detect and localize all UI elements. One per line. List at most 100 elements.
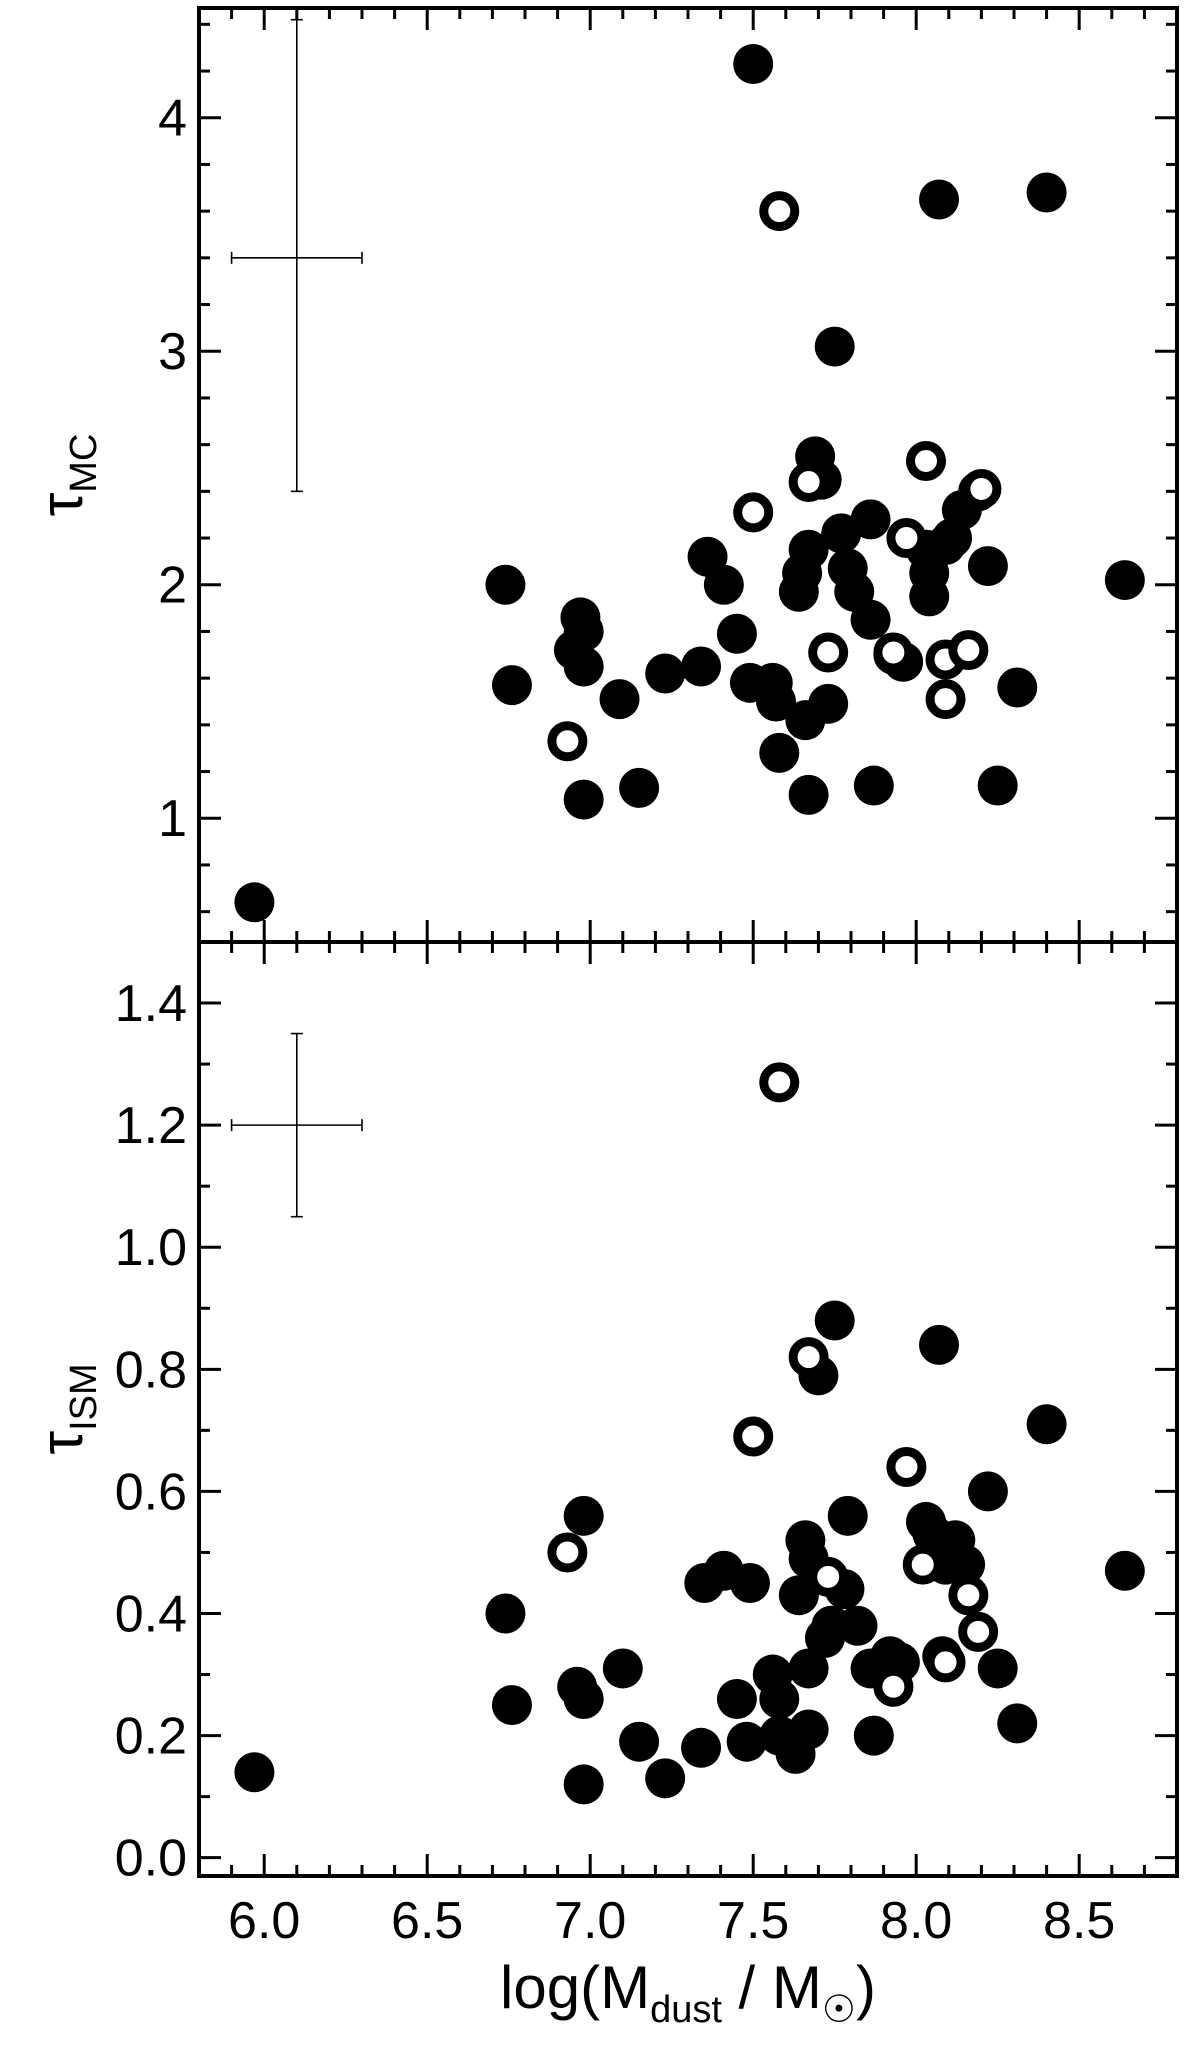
x-axis-label-sub: dust bbox=[650, 1989, 722, 2031]
filled-point bbox=[853, 1715, 894, 1756]
open-point bbox=[925, 679, 966, 720]
filled-point bbox=[977, 1648, 1018, 1689]
open-point bbox=[958, 1611, 999, 1652]
filled-point bbox=[645, 653, 686, 694]
filled-point bbox=[997, 667, 1038, 708]
filled-point bbox=[814, 326, 855, 367]
filled-point bbox=[788, 529, 829, 570]
filled-point bbox=[1026, 1404, 1067, 1445]
filled-point bbox=[1026, 172, 1067, 213]
filled-point bbox=[491, 665, 532, 706]
open-point bbox=[788, 462, 829, 503]
y-tick-label: 0.2 bbox=[115, 1708, 187, 1766]
x-tick-label: 7.5 bbox=[717, 1892, 789, 1950]
filled-point bbox=[1104, 560, 1145, 601]
filled-point bbox=[967, 546, 1008, 587]
x-axis-label-end: ) bbox=[856, 1954, 876, 2021]
bottom-y-axis-label-sub: ISM bbox=[63, 1363, 105, 1431]
bottom-y-axis-label-main: τ bbox=[28, 1431, 95, 1455]
open-point bbox=[733, 1416, 774, 1457]
top-y-axis-label-main: τ bbox=[28, 492, 95, 516]
filled-point bbox=[827, 1495, 868, 1536]
y-tick-label: 2 bbox=[158, 557, 187, 615]
filled-point bbox=[234, 1752, 275, 1793]
filled-point bbox=[703, 564, 744, 605]
filled-point bbox=[733, 44, 774, 85]
x-axis-label: log(Mdust / M☉) bbox=[500, 1954, 876, 2031]
filled-point bbox=[967, 1471, 1008, 1512]
bottom-panel-frame bbox=[197, 940, 1179, 1878]
plot-frame bbox=[197, 940, 1179, 1878]
filled-point bbox=[977, 765, 1018, 806]
filled-point bbox=[945, 1544, 986, 1585]
y-tick-label: 3 bbox=[158, 323, 187, 381]
y-tick-label: 0.8 bbox=[115, 1341, 187, 1399]
filled-point bbox=[645, 1758, 686, 1799]
filled-point bbox=[997, 1703, 1038, 1744]
filled-point bbox=[602, 1648, 643, 1689]
filled-point bbox=[563, 779, 604, 820]
x-axis-label-text: log(Mdust / M☉) bbox=[500, 1954, 876, 2031]
filled-point bbox=[726, 1721, 767, 1762]
filled-point bbox=[485, 1593, 526, 1634]
open-point bbox=[948, 630, 989, 671]
open-point bbox=[873, 632, 914, 673]
filled-point bbox=[759, 1678, 800, 1719]
filled-point bbox=[853, 765, 894, 806]
top-panel-y-tick-labels: 1 2 3 4 bbox=[158, 90, 187, 849]
open-point bbox=[905, 440, 946, 481]
open-point bbox=[886, 1446, 927, 1487]
top-y-axis-label-text: τMC bbox=[28, 434, 105, 517]
top-panel: 1 2 3 4 τMC bbox=[28, 6, 1179, 944]
filled-point bbox=[234, 882, 275, 923]
open-point bbox=[925, 1642, 966, 1683]
y-tick-label: 0.0 bbox=[115, 1830, 187, 1888]
top-panel-ticks bbox=[197, 8, 1179, 942]
filled-point bbox=[716, 1678, 757, 1719]
bottom-panel: 0.0 0.2 0.4 0.6 0.8 1.0 1.2 1.4 6.0 6.5 7.0 7.5 8.0 8… bbox=[28, 940, 1179, 2031]
open-point bbox=[759, 191, 800, 232]
filled-point bbox=[491, 1685, 532, 1726]
filled-point bbox=[563, 1495, 604, 1536]
filled-point bbox=[837, 1605, 878, 1646]
filled-point bbox=[850, 499, 891, 540]
bottom-panel-error-bar bbox=[230, 1032, 363, 1218]
open-point bbox=[808, 1556, 849, 1597]
open-point bbox=[948, 1575, 989, 1616]
filled-point bbox=[563, 1764, 604, 1805]
filled-point bbox=[788, 1709, 829, 1750]
x-axis-label-mid: / M bbox=[722, 1954, 822, 2021]
open-point bbox=[961, 469, 1002, 510]
filled-point bbox=[808, 683, 849, 724]
top-y-axis-label-sub: MC bbox=[63, 434, 105, 493]
filled-point bbox=[814, 1300, 855, 1341]
filled-point bbox=[919, 179, 960, 220]
plot-frame bbox=[197, 6, 1179, 944]
open-point bbox=[808, 632, 849, 673]
y-tick-label: 0.6 bbox=[115, 1463, 187, 1521]
open-point bbox=[733, 492, 774, 533]
y-tick-label: 1.2 bbox=[115, 1097, 187, 1155]
filled-point bbox=[919, 1324, 960, 1365]
open-point bbox=[547, 721, 588, 762]
y-tick-label: 4 bbox=[158, 90, 187, 148]
filled-point bbox=[850, 599, 891, 640]
filled-point bbox=[1104, 1550, 1145, 1591]
top-panel-marks bbox=[234, 44, 1145, 923]
filled-point bbox=[485, 564, 526, 605]
open-point bbox=[886, 518, 927, 559]
top-panel-frame bbox=[197, 6, 1179, 944]
y-tick-label: 1 bbox=[158, 790, 187, 848]
filled-point bbox=[909, 576, 950, 617]
bottom-panel-y-axis-label: τISM bbox=[28, 1363, 105, 1454]
top-panel-error-bar bbox=[230, 18, 363, 493]
bottom-y-axis-label-text: τISM bbox=[28, 1363, 105, 1454]
open-point bbox=[759, 1062, 800, 1103]
open-point bbox=[788, 1337, 829, 1378]
bottom-panel-marks bbox=[234, 1062, 1145, 1805]
open-point bbox=[873, 1666, 914, 1707]
filled-point bbox=[681, 1727, 722, 1768]
filled-point bbox=[788, 774, 829, 815]
sun-symbol: ☉ bbox=[822, 1989, 856, 2031]
x-tick-label: 8.5 bbox=[1043, 1892, 1115, 1950]
